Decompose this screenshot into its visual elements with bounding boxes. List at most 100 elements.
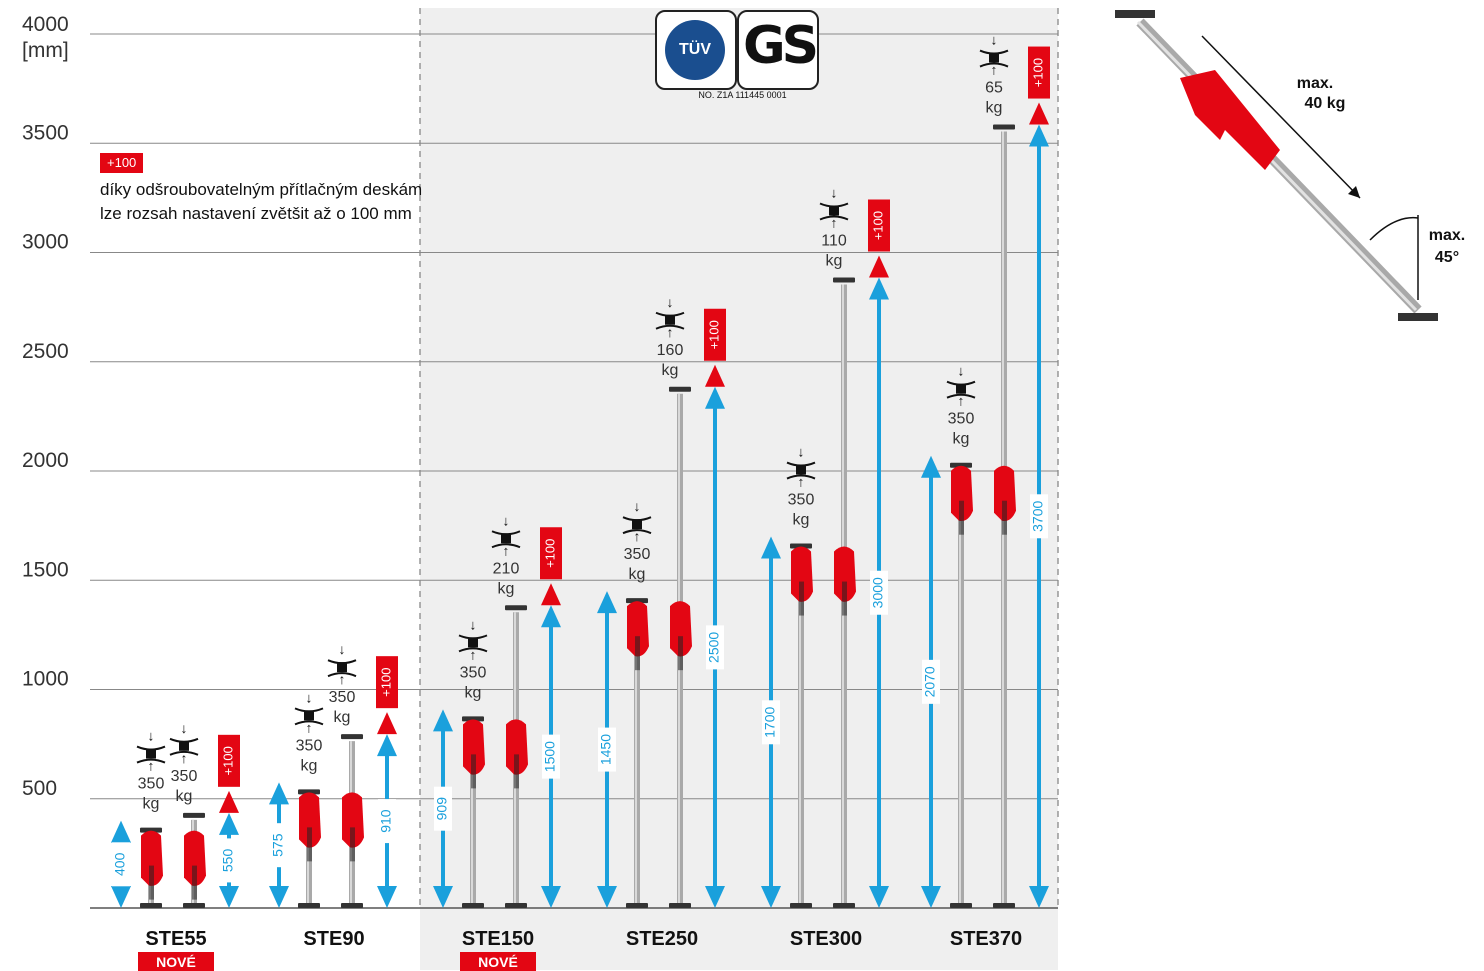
y-tick-label: 3000 — [22, 231, 69, 254]
prop-ste300-min-arrow-head-top — [761, 536, 781, 559]
angled-prop-clamp — [1180, 70, 1280, 170]
angled-prop-highlight — [1136, 20, 1418, 312]
prop-ste55-max-arrow-head-bottom — [219, 886, 239, 908]
prop-ste90-max-arrow-head-bottom — [377, 886, 397, 908]
prop-ste370-max-arrow-down-icon: ↓ — [991, 32, 998, 48]
prop-ste90-max-clamp-shadow — [350, 827, 355, 862]
prop-ste250-max-load-unit: kg — [662, 362, 679, 379]
prop-ste90-max-clamp — [342, 792, 364, 848]
prop-ste55-max-top-plate — [183, 812, 205, 818]
prop-ste370-model-label: STE370 — [950, 928, 1022, 950]
prop-ste300-min-arrow-head-bottom — [761, 886, 781, 908]
prop-ste55-min-arrow-head-bottom — [111, 886, 131, 908]
prop-ste90-min-arrow-label-bg — [270, 823, 288, 868]
prop-ste150-new-badge — [460, 952, 536, 971]
prop-ste300-max-weight-icon — [829, 205, 839, 216]
prop-ste300-min-arrow-up-icon: ↑ — [798, 474, 805, 490]
prop-ste370-max-bottom-plate — [993, 903, 1015, 908]
prop-ste370-min-weight-icon — [956, 383, 966, 394]
prop-ste55-min-clamp-shadow — [149, 865, 154, 900]
prop-ste55-max-arrow-label-bg — [220, 838, 238, 883]
angled-prop-top-plate — [1115, 10, 1155, 18]
prop-ste250-max-plate-icon — [655, 324, 685, 330]
prop-ste370-max-arrow-label-bg — [1030, 494, 1048, 539]
prop-ste370-max-weight-icon — [989, 52, 999, 63]
prop-ste250-max-arrow-label: 2500 — [706, 632, 722, 663]
prop-ste250-min-top-plate — [626, 598, 648, 604]
tuv-text: TÜV — [665, 20, 725, 80]
prop-ste150-min-arrow-label: 909 — [434, 797, 450, 821]
extension-note: +100 díky odšroubovatelným přítlačným de… — [100, 150, 430, 226]
prop-ste300-max-arrow-head-top — [869, 277, 889, 300]
prop-ste90-max-top-plate — [341, 734, 363, 740]
prop-ste370-min-top-plate — [950, 462, 972, 468]
prop-ste150-min-plate-icon — [458, 647, 488, 653]
prop-ste55-max-arrow-up-icon: ↑ — [181, 750, 188, 766]
prop-ste250-ext-label: +100 — [706, 320, 721, 349]
prop-ste300-min-arrow-label: 1700 — [762, 706, 778, 737]
prop-ste250-min-arrow-label-bg — [598, 727, 616, 772]
prop-ste370-max-plate-icon — [979, 62, 1009, 68]
prop-ste300-max-arrow-up-icon: ↑ — [831, 215, 838, 231]
prop-ste55-min-arrow-head-top — [111, 820, 131, 843]
prop-ste300-max-arrow-label-bg — [870, 570, 888, 615]
prop-ste300-min-load-value: 350 — [788, 492, 815, 509]
prop-ste300-model-label: STE300 — [790, 928, 862, 950]
y-tick-label: 4000 — [22, 13, 69, 36]
prop-ste55-ext-label: +100 — [220, 746, 235, 775]
prop-ste90-max-arrow-label: 910 — [378, 809, 394, 833]
prop-ste150-min-arrow-label-bg — [434, 786, 452, 831]
prop-ste300-max-clamp-shadow — [842, 581, 847, 616]
prop-ste370-max-clamp — [994, 465, 1016, 521]
prop-ste150-max-arrow-label-bg — [542, 734, 560, 779]
prop-ste55-new-badge — [138, 952, 214, 971]
prop-ste90-max-arrow-down-icon: ↓ — [339, 641, 346, 657]
prop-ste370-min-arrow-head-bottom — [921, 886, 941, 908]
prop-ste250-max-arrow-label-bg — [706, 625, 724, 670]
tuv-logo: TÜV — [655, 10, 737, 90]
prop-ste90-min-arrow-up-icon: ↑ — [306, 719, 313, 735]
prop-ste55-min-arrow-up-icon: ↑ — [148, 758, 155, 774]
prop-ste370-max-top-plate — [993, 124, 1015, 130]
prop-ste250-min-arrow-down-icon: ↓ — [634, 498, 641, 514]
prop-ste150-ext-badge — [540, 527, 562, 580]
prop-ste90-min-top-plate — [298, 789, 320, 795]
prop-ste150-max-arrow-head-bottom — [541, 886, 561, 908]
prop-ste55-min-clamp — [141, 830, 163, 886]
prop-ste55-ext-arrow — [219, 790, 239, 813]
prop-ste90-max-arrow-label-bg — [378, 799, 396, 844]
prop-ste370-max-arrow-label: 3700 — [1030, 500, 1046, 531]
prop-ste150-ext-label: +100 — [542, 539, 557, 568]
prop-ste150-max-load-unit: kg — [498, 580, 515, 597]
gs-logo: GS — [737, 10, 819, 90]
prop-ste300-min-top-plate — [790, 543, 812, 549]
prop-ste370-ext-arrow — [1029, 102, 1049, 125]
prop-ste150-min-arrow-up-icon: ↑ — [470, 646, 477, 662]
prop-ste90-min-plate-icon — [294, 720, 324, 726]
prop-ste300-ext-badge — [868, 199, 890, 252]
prop-ste55-min-arrow-down-icon: ↓ — [148, 728, 155, 744]
prop-ste250-max-load-value: 160 — [657, 342, 684, 359]
prop-ste150-max-plate-icon — [491, 543, 521, 549]
prop-ste150-max-arrow-head-top — [541, 605, 561, 628]
prop-ste370-max-arrow-up-icon: ↑ — [991, 62, 998, 78]
prop-ste300-max-plate-icon — [819, 215, 849, 221]
prop-ste370-max-load-unit: kg — [986, 100, 1003, 117]
prop-ste250-min-clamp — [627, 601, 649, 657]
prop-ste300-max-arrow-down-icon: ↓ — [831, 185, 838, 201]
prop-ste55-max-arrow-down-icon: ↓ — [181, 720, 188, 736]
note-badge: +100 — [100, 153, 144, 173]
angle-arc — [1369, 216, 1419, 241]
prop-ste55-max-plate-icon — [169, 750, 199, 756]
prop-ste370-min-load-unit: kg — [953, 431, 970, 448]
prop-ste300-max-load-unit: kg — [826, 253, 843, 270]
prop-ste370-max-clamp-shadow — [1002, 500, 1007, 535]
prop-ste150-max-arrow-down-icon: ↓ — [503, 512, 510, 528]
prop-ste250-min-load-unit: kg — [629, 566, 646, 583]
prop-ste90-max-plate-icon — [327, 672, 357, 678]
prop-ste250-max-clamp — [670, 601, 692, 657]
prop-ste370-min-arrow-up-icon: ↑ — [958, 393, 965, 409]
load-direction-line — [1201, 35, 1361, 199]
prop-ste370-max-arrow-head-top — [1029, 124, 1049, 147]
prop-ste55-ext-badge — [218, 734, 240, 787]
